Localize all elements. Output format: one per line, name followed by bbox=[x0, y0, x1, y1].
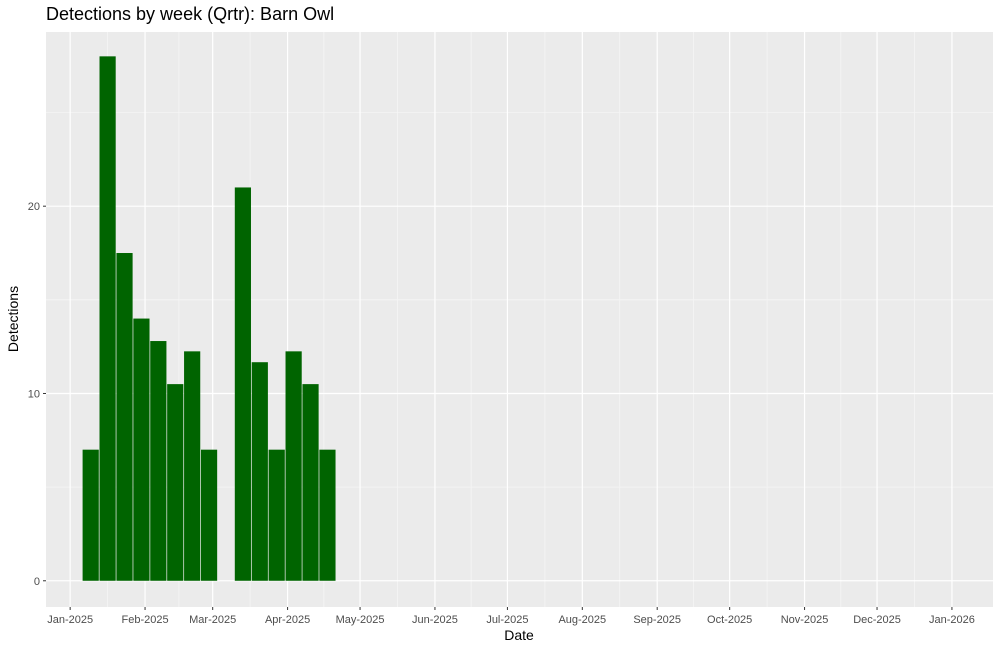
x-tick-label: May-2025 bbox=[336, 614, 385, 626]
bar-series bbox=[82, 56, 336, 581]
bar bbox=[184, 351, 201, 581]
bar bbox=[150, 341, 167, 581]
bar bbox=[319, 449, 336, 581]
y-tick-label: 0 bbox=[34, 576, 40, 588]
bar bbox=[234, 187, 251, 581]
y-tick-label: 20 bbox=[28, 201, 40, 213]
x-tick-label: Apr-2025 bbox=[265, 614, 310, 626]
x-tick-label: Nov-2025 bbox=[781, 614, 829, 626]
x-tick-label: Jan-2026 bbox=[929, 614, 975, 626]
bar bbox=[99, 56, 116, 581]
x-tick-label: Jun-2025 bbox=[412, 614, 458, 626]
x-tick-label: Jul-2025 bbox=[486, 614, 528, 626]
x-tick-label: Aug-2025 bbox=[558, 614, 606, 626]
y-axis: 0 10 20 bbox=[28, 201, 46, 588]
bar bbox=[82, 449, 99, 581]
x-tick-label: Jan-2025 bbox=[47, 614, 93, 626]
x-axis: Jan-2025 Feb-2025 Mar-2025 Apr-2025 May-2025… bbox=[47, 607, 975, 626]
y-tick-label: 10 bbox=[28, 388, 40, 400]
bar bbox=[167, 384, 184, 581]
x-tick-label: Mar-2025 bbox=[189, 614, 236, 626]
bar bbox=[285, 351, 302, 581]
y-axis-title: Detections bbox=[5, 286, 21, 352]
bar bbox=[302, 384, 319, 581]
bar bbox=[268, 449, 285, 581]
bar bbox=[116, 253, 133, 581]
chart-title: Detections by week (Qrtr): Barn Owl bbox=[46, 4, 335, 24]
x-tick-label: Feb-2025 bbox=[122, 614, 169, 626]
bar bbox=[200, 449, 218, 581]
x-tick-label: Oct-2025 bbox=[707, 614, 752, 626]
x-tick-label: Sep-2025 bbox=[633, 614, 681, 626]
bar bbox=[251, 362, 268, 581]
x-axis-title: Date bbox=[504, 627, 534, 643]
bar bbox=[133, 318, 150, 581]
x-tick-label: Dec-2025 bbox=[853, 614, 901, 626]
